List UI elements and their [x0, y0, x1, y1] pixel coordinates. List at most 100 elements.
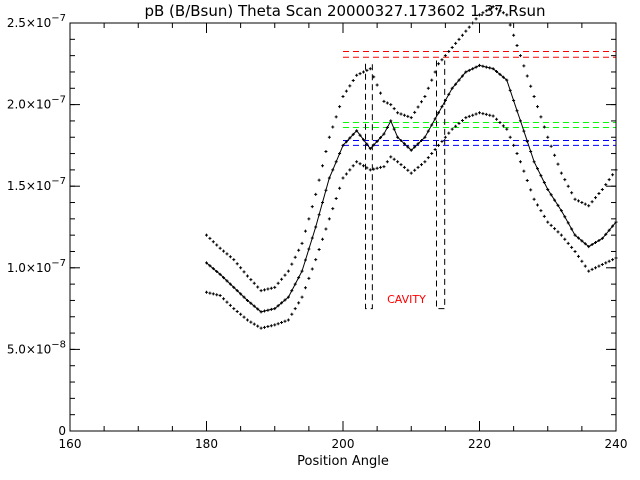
data-point-upper — [263, 288, 267, 292]
x-tick-label: 220 — [468, 437, 491, 451]
data-point-mean — [297, 276, 301, 280]
data-point-mean — [546, 187, 550, 191]
data-point-lower — [484, 112, 488, 116]
data-point-lower — [208, 291, 212, 295]
data-point-lower — [215, 293, 219, 297]
data-point-mean — [478, 63, 481, 67]
data-point-lower — [409, 171, 413, 175]
data-point-lower — [222, 297, 226, 301]
data-point-upper — [423, 94, 427, 98]
data-point-upper — [498, 9, 502, 13]
data-point-upper — [399, 112, 403, 116]
data-point-lower — [297, 301, 301, 305]
data-point-upper — [495, 7, 499, 11]
data-point-mean — [580, 239, 584, 243]
data-point-upper — [348, 84, 352, 88]
data-point-lower — [580, 259, 584, 263]
data-point-lower — [478, 111, 481, 115]
data-point-lower — [205, 290, 208, 294]
data-point-mean — [549, 193, 553, 197]
data-point-upper — [235, 262, 239, 266]
data-point-mean — [276, 304, 280, 308]
data-point-lower — [286, 318, 290, 322]
data-point-lower — [587, 269, 591, 273]
data-point-upper — [546, 135, 550, 139]
data-point-upper — [491, 5, 495, 9]
data-point-mean — [259, 310, 263, 314]
data-point-upper — [583, 202, 587, 206]
data-point-lower — [389, 155, 393, 159]
data-point-mean — [556, 203, 560, 207]
data-point-upper — [290, 262, 294, 266]
data-point-upper — [505, 13, 509, 17]
data-point-lower — [563, 237, 567, 241]
data-point-lower — [399, 163, 403, 167]
data-point-mean — [501, 75, 505, 79]
data-point-lower — [525, 178, 529, 182]
data-point-lower — [437, 143, 441, 147]
data-point-lower — [396, 160, 400, 164]
data-point-mean — [433, 117, 437, 121]
data-point-mean — [249, 301, 253, 305]
chart-title: pB (B/Bsun) Theta Scan 20000327.173602 1… — [144, 2, 545, 20]
data-point-mean — [290, 289, 294, 293]
data-point-upper — [218, 246, 222, 250]
data-point-upper — [413, 110, 417, 114]
y-tick-label: 2.5×10−7 — [7, 13, 66, 30]
data-point-mean — [542, 181, 546, 185]
data-point-lower — [430, 152, 434, 156]
x-tick-label: 240 — [605, 437, 628, 451]
axes: 160 180 200 220 240 0 5.0×10−8 1.0×10−7 1.5×10−7… — [7, 13, 628, 451]
data-point-mean — [348, 136, 352, 140]
data-point-mean — [563, 215, 567, 219]
data-point-mean — [327, 176, 331, 180]
data-point-lower — [211, 292, 215, 296]
plot-frame — [69, 22, 617, 432]
data-point-mean — [498, 72, 502, 76]
data-point-upper — [351, 79, 355, 83]
data-point-lower — [454, 124, 458, 128]
data-point-upper — [539, 115, 543, 119]
data-point-lower — [583, 264, 587, 268]
data-point-upper — [249, 278, 253, 282]
data-point-lower — [549, 223, 553, 227]
data-point-mean — [321, 201, 325, 205]
data-point-lower — [218, 294, 222, 298]
data-point-upper — [269, 286, 273, 290]
data-point-mean — [211, 267, 215, 271]
data-point-lower — [310, 267, 314, 271]
data-point-upper — [222, 249, 226, 253]
x-tick-label: 200 — [332, 437, 355, 451]
data-point-upper — [549, 144, 553, 148]
data-point-upper — [450, 45, 454, 49]
data-point-mean — [300, 269, 304, 273]
data-point-mean — [590, 243, 594, 247]
data-point-mean — [440, 105, 444, 109]
data-point-lower — [604, 261, 608, 265]
data-point-upper — [576, 199, 580, 203]
data-point-mean — [372, 143, 376, 147]
data-point-mean — [522, 129, 526, 133]
data-point-upper — [464, 29, 468, 33]
data-point-lower — [361, 164, 365, 168]
data-point-lower — [491, 114, 495, 118]
data-point-upper — [440, 58, 444, 62]
data-point-upper — [566, 184, 570, 188]
data-point-mean — [481, 64, 485, 68]
data-point-lower — [293, 307, 297, 311]
data-point-upper — [297, 248, 301, 252]
data-point-lower — [413, 168, 417, 172]
data-point-lower — [515, 152, 519, 156]
data-point-mean — [576, 236, 580, 240]
data-point-lower — [256, 324, 260, 328]
data-point-lower — [457, 121, 461, 125]
data-point-mean — [604, 232, 608, 236]
data-point-mean — [355, 129, 359, 133]
data-point-lower — [518, 160, 522, 164]
data-point-lower — [358, 162, 362, 166]
data-point-upper — [327, 135, 331, 139]
data-point-upper — [515, 43, 519, 47]
data-point-upper — [406, 114, 410, 118]
data-point-mean — [460, 74, 464, 78]
data-point-upper — [273, 285, 277, 289]
